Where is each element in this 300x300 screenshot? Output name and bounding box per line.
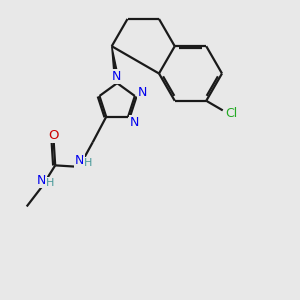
- Text: H: H: [83, 158, 92, 168]
- Text: N: N: [37, 175, 46, 188]
- Text: N: N: [112, 70, 121, 83]
- Text: N: N: [74, 154, 84, 167]
- Polygon shape: [112, 46, 119, 83]
- Text: N: N: [130, 116, 140, 129]
- Text: N: N: [138, 86, 147, 100]
- Text: H: H: [46, 178, 54, 188]
- Text: O: O: [48, 129, 58, 142]
- Text: Cl: Cl: [226, 107, 238, 120]
